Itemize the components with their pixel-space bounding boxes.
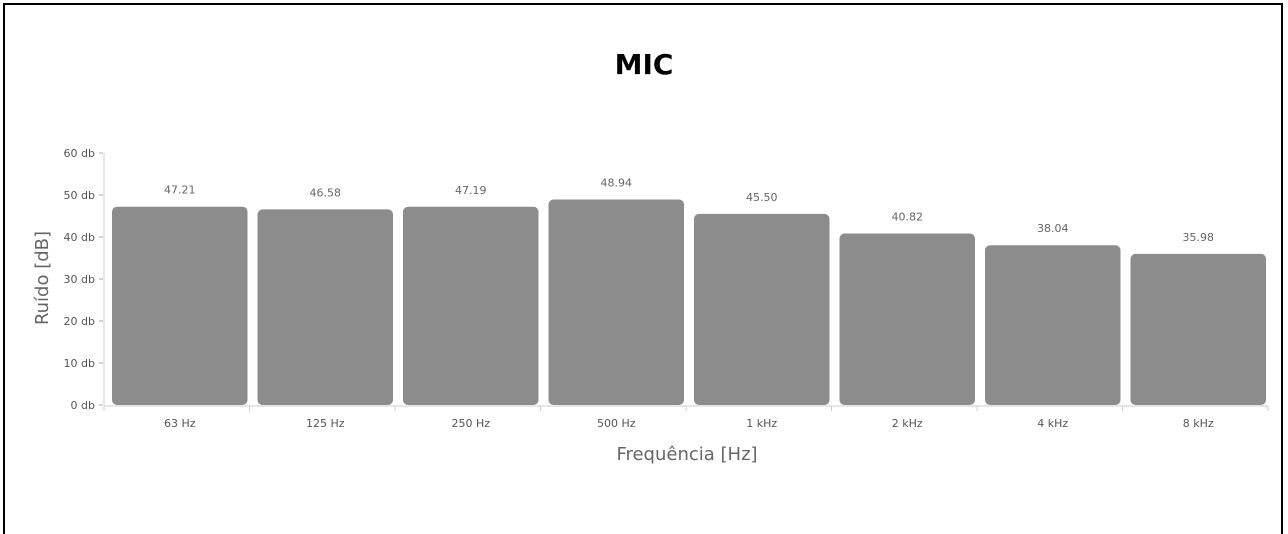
y-tick-label: 0 db: [71, 399, 95, 412]
bar: [112, 206, 248, 405]
x-tick-label: 2 kHz: [892, 417, 923, 430]
bar: [1130, 253, 1266, 405]
bar-value-label: 47.19: [455, 184, 487, 197]
chart-title: MIC: [614, 48, 674, 81]
bar-value-label: 47.21: [164, 184, 196, 197]
bar-value-label: 48.94: [601, 176, 633, 189]
bar-value-label: 46.58: [310, 186, 342, 199]
y-tick-label: 10 db: [64, 357, 95, 370]
bar-value-label: 38.04: [1037, 222, 1069, 235]
bar: [403, 206, 539, 405]
x-tick-label: 500 Hz: [597, 417, 636, 430]
bar-value-label: 40.82: [892, 211, 924, 224]
y-tick-label: 20 db: [64, 315, 95, 328]
x-tick-label: 63 Hz: [164, 417, 196, 430]
bar: [257, 209, 393, 405]
x-tick-label: 8 kHz: [1183, 417, 1214, 430]
y-axis-title: Ruído [dB]: [32, 231, 53, 325]
x-axis-title: Frequência [Hz]: [616, 444, 757, 465]
bar: [985, 245, 1121, 405]
bars: 47.21 46.58 47.19 48.94 45.50 40.82 38.04 35.98: [112, 176, 1266, 405]
y-axis: 0 db 10 db 20 db 30 db 40 db 50 db 60 db: [64, 147, 105, 412]
bar: [694, 213, 830, 405]
bar-value-label: 35.98: [1183, 231, 1215, 244]
bar: [839, 233, 975, 405]
y-tick-label: 40 db: [64, 231, 95, 244]
y-tick-label: 30 db: [64, 273, 95, 286]
x-axis: 63 Hz 125 Hz 250 Hz 500 Hz 1 kHz 2 kHz 4 kHz 8 …: [103, 405, 1269, 430]
x-tick-label: 1 kHz: [746, 417, 777, 430]
bar-value-label: 45.50: [746, 191, 778, 204]
y-tick-label: 60 db: [64, 147, 95, 160]
x-tick-label: 4 kHz: [1037, 417, 1068, 430]
x-tick-label: 250 Hz: [451, 417, 490, 430]
bar: [548, 199, 684, 405]
y-tick-label: 50 db: [64, 189, 95, 202]
x-tick-label: 125 Hz: [306, 417, 345, 430]
